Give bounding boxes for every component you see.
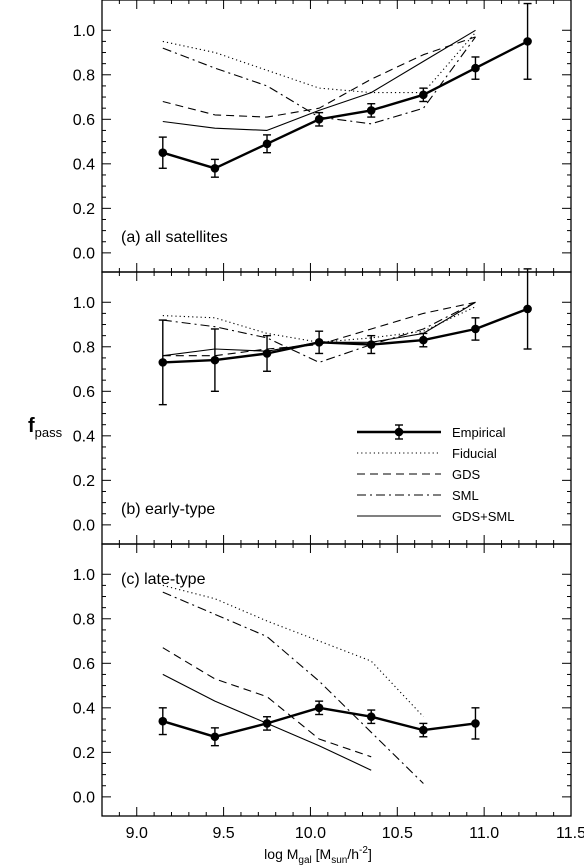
plot-frame <box>101 543 572 817</box>
series-fiducial-line <box>162 584 424 718</box>
panels: 0.00.20.40.60.81.0(a) all satellites0.00… <box>73 0 584 842</box>
empirical-point <box>366 340 376 349</box>
panel-label: (c) late-type <box>121 571 206 588</box>
y-tick-label: 0.6 <box>73 384 95 401</box>
series-gds-line <box>162 647 372 758</box>
y-axis-title-main: f <box>28 415 35 437</box>
y-tick-label: 0.2 <box>73 745 95 762</box>
empirical-point <box>471 719 480 728</box>
empirical-point <box>366 106 376 115</box>
x-tick-label: 9.5 <box>212 825 234 842</box>
empirical-point <box>314 115 324 124</box>
series-gds-line <box>162 36 476 118</box>
y-tick-label: 1.0 <box>73 567 95 584</box>
y-tick-label: 0.0 <box>73 789 95 806</box>
y-tick-label: 0.6 <box>73 656 95 673</box>
panel-label: (a) all satellites <box>121 229 228 246</box>
y-tick-label: 0.6 <box>73 112 95 129</box>
x-axis-title-part: ] <box>368 846 372 862</box>
series-gds-sml-line <box>162 29 476 131</box>
legend-label: SML <box>452 488 479 503</box>
panel-1: 0.0 0.2 0.4 0.6 0.8 1.0 (a) all satellites <box>73 0 572 273</box>
y-tick-label: 1.0 <box>73 295 95 312</box>
y-tick-label: 0.2 <box>73 201 95 218</box>
y-tick-label: 0.8 <box>73 339 95 356</box>
x-tick-label: 10.0 <box>295 825 326 842</box>
x-axis-title-part: log M <box>264 846 298 862</box>
empirical-point <box>314 338 324 347</box>
series-fiducial-line <box>162 32 476 94</box>
empirical-point <box>210 732 220 742</box>
series-empirical-line <box>162 307 529 364</box>
x-axis-title-part: sun <box>331 855 347 865</box>
panel-3: 0.0 0.2 0.4 0.6 0.8 1.0 (c) late-type <box>73 543 572 817</box>
x-tick-label: 10.5 <box>382 825 413 842</box>
empirical-point <box>471 63 480 73</box>
x-tick-label: 9.0 <box>126 825 148 842</box>
empirical-point <box>419 335 428 345</box>
panel-2: 0.0 0.2 0.4 0.6 0.8 1.0 (b) early-type <box>73 268 572 545</box>
y-tick-label: 0.4 <box>73 428 95 445</box>
y-tick-label: 0.2 <box>73 473 95 490</box>
panel-label: (b) early-type <box>121 501 215 518</box>
series-empirical-line <box>162 40 529 170</box>
y-tick-label: 0.4 <box>73 700 95 717</box>
empirical-point <box>523 37 532 46</box>
legend-label: Fiducial <box>452 446 497 461</box>
legend-marker <box>394 427 404 437</box>
empirical-point <box>523 304 532 314</box>
y-tick-label: 0.0 <box>73 245 95 262</box>
x-axis-title-part: [M <box>312 846 331 862</box>
series-sml-line <box>162 301 476 363</box>
y-tick-label: 0.4 <box>73 156 95 173</box>
empirical-point <box>419 90 428 100</box>
empirical-point <box>158 148 168 157</box>
empirical-point <box>262 349 272 358</box>
legend-label: GDS+SML <box>452 509 515 524</box>
empirical-point <box>210 355 220 365</box>
empirical-point <box>419 725 428 735</box>
x-tick-label: 11.5 <box>556 825 584 842</box>
x-axis-title-part: /h <box>347 846 359 862</box>
empirical-point <box>366 712 376 722</box>
x-axis-title: log Mgal [Msun/h-2] <box>264 845 372 865</box>
empirical-point <box>158 716 168 726</box>
y-axis-title-sub: pass <box>35 425 63 440</box>
legend-label: Empirical <box>452 425 506 440</box>
x-axis-title-part: gal <box>298 855 311 865</box>
x-tick-label: 11.0 <box>469 825 499 842</box>
legend: Empirical Fiducial GDS SML GDS+SML <box>357 424 515 524</box>
empirical-point <box>210 163 220 173</box>
empirical-point <box>314 703 324 713</box>
y-tick-label: 0.0 <box>73 517 95 534</box>
empirical-point <box>158 358 168 367</box>
legend-label: GDS <box>452 467 481 482</box>
x-axis-title-part: -2 <box>359 845 368 856</box>
empirical-point <box>262 719 272 728</box>
y-axis-title: fpass <box>28 415 63 440</box>
series-sml-line <box>162 591 424 784</box>
y-tick-label: 1.0 <box>73 23 95 40</box>
empirical-point <box>262 139 272 149</box>
empirical-point <box>471 324 480 334</box>
y-tick-label: 0.8 <box>73 611 95 628</box>
y-tick-label: 0.8 <box>73 67 95 84</box>
